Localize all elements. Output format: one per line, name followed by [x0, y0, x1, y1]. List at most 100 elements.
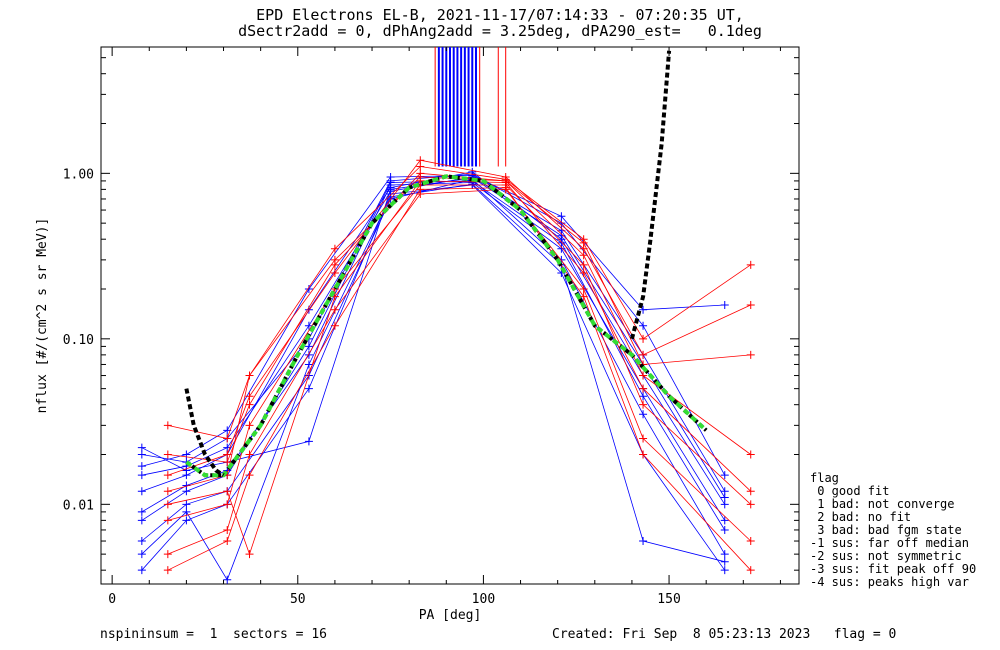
data-point-blue: [304, 342, 313, 351]
data-point-blue: [639, 321, 648, 330]
data-point-red: [223, 525, 232, 534]
fit-curve: [185, 174, 708, 478]
data-point-blue: [182, 487, 191, 496]
y-tick-label: 1.00: [63, 167, 94, 182]
y-tick-label: 0.10: [63, 333, 94, 348]
legend-title: flag: [810, 471, 839, 485]
data-point-red: [223, 487, 232, 496]
data-point-blue: [137, 507, 146, 516]
legend-item: -4 sus: peaks high var: [810, 575, 969, 589]
data-point-blue: [182, 516, 191, 525]
data-point-blue: [182, 507, 191, 516]
data-point-red: [416, 176, 425, 185]
fit-curve-shadow: [185, 174, 708, 478]
data-point-blue: [137, 566, 146, 575]
data-layer: [137, 47, 755, 584]
data-point-blue: [639, 410, 648, 419]
data-point-red: [579, 268, 588, 277]
series-line-blue: [141, 183, 725, 581]
data-point-red: [639, 434, 648, 443]
series-line-red: [167, 184, 751, 521]
data-point-red: [163, 471, 172, 480]
data-point-blue: [137, 462, 146, 471]
data-point-red: [416, 156, 425, 165]
data-point-red: [579, 260, 588, 269]
data-point-blue: [137, 471, 146, 480]
data-point-red: [223, 500, 232, 509]
data-point-blue: [720, 566, 729, 575]
x-tick-label: 0: [108, 592, 116, 607]
data-point-blue: [304, 350, 313, 359]
data-point-blue: [639, 392, 648, 401]
y-tick-label: 0.01: [63, 498, 94, 513]
data-point-red: [639, 384, 648, 393]
data-point-blue: [137, 516, 146, 525]
data-point-red: [245, 392, 254, 401]
axes-layer: 0 50 100 150 0.01 0.10 1.00 PA [deg] nflux [#/(c…: [35, 47, 799, 623]
legend-item: -2 sus: not symmetric: [810, 549, 962, 563]
data-point-red: [746, 537, 755, 546]
data-point-blue: [304, 437, 313, 446]
data-point-red: [746, 260, 755, 269]
data-point-red: [501, 176, 510, 185]
data-point-blue: [223, 575, 232, 584]
data-point-red: [245, 371, 254, 380]
data-point-blue: [720, 500, 729, 509]
series-line-red: [167, 172, 751, 463]
data-point-red: [245, 450, 254, 459]
data-point-red: [416, 185, 425, 194]
model-curve-low: [184, 388, 225, 477]
data-point-red: [639, 371, 648, 380]
legend-item: 2 bad: no fit: [810, 510, 912, 524]
x-axis-label: PA [deg]: [419, 608, 482, 623]
data-point-blue: [720, 471, 729, 480]
data-point-blue: [137, 550, 146, 559]
data-point-blue: [639, 305, 648, 314]
data-point-red: [163, 550, 172, 559]
data-point-red: [416, 169, 425, 178]
legend-item: -1 sus: far off median: [810, 536, 969, 550]
data-point-red: [245, 471, 254, 480]
data-point-red: [579, 285, 588, 294]
x-tick-label: 150: [657, 592, 680, 607]
data-point-red: [245, 550, 254, 559]
series-line-red: [167, 159, 751, 476]
data-point-red: [163, 450, 172, 459]
data-point-blue: [386, 185, 395, 194]
data-point-blue: [304, 360, 313, 369]
data-point-red: [330, 321, 339, 330]
data-point-red: [163, 421, 172, 430]
footer-right-info: Created: Fri Sep 8 05:23:13 2023 flag = …: [552, 627, 897, 642]
data-point-blue: [557, 238, 566, 247]
footer-left-info: nspininsum = 1 sectors = 16: [100, 627, 327, 642]
data-point-red: [746, 350, 755, 359]
data-point-red: [330, 268, 339, 277]
chart-title-line1: EPD Electrons EL-B, 2021-11-17/07:14:33 …: [256, 6, 744, 24]
data-point-blue: [720, 557, 729, 566]
data-point-red: [746, 301, 755, 310]
series-line-red: [167, 188, 751, 555]
flag-legend: flag 0 good fit 1 bad: not converge 2 ba…: [810, 472, 976, 589]
data-point-blue: [137, 537, 146, 546]
data-point-blue: [720, 525, 729, 534]
data-point-red: [223, 434, 232, 443]
data-point-red: [245, 400, 254, 409]
chart-title-line2: dSectr2add = 0, dPhAng2add = 3.25deg, dP…: [238, 22, 762, 40]
data-point-blue: [557, 212, 566, 221]
data-point-blue: [304, 384, 313, 393]
legend-item: -3 sus: fit peak off 90: [810, 562, 977, 576]
data-point-red: [579, 292, 588, 301]
data-point-red: [639, 400, 648, 409]
data-point-red: [639, 350, 648, 359]
data-point-red: [223, 458, 232, 467]
data-point-red: [746, 450, 755, 459]
series-line-red: [167, 187, 751, 571]
data-point-blue: [137, 443, 146, 452]
legend-item: 1 bad: not converge: [810, 497, 955, 511]
data-point-red: [501, 183, 510, 192]
data-point-red: [163, 516, 172, 525]
data-point-blue: [137, 487, 146, 496]
data-point-red: [330, 305, 339, 314]
data-point-red: [245, 421, 254, 430]
